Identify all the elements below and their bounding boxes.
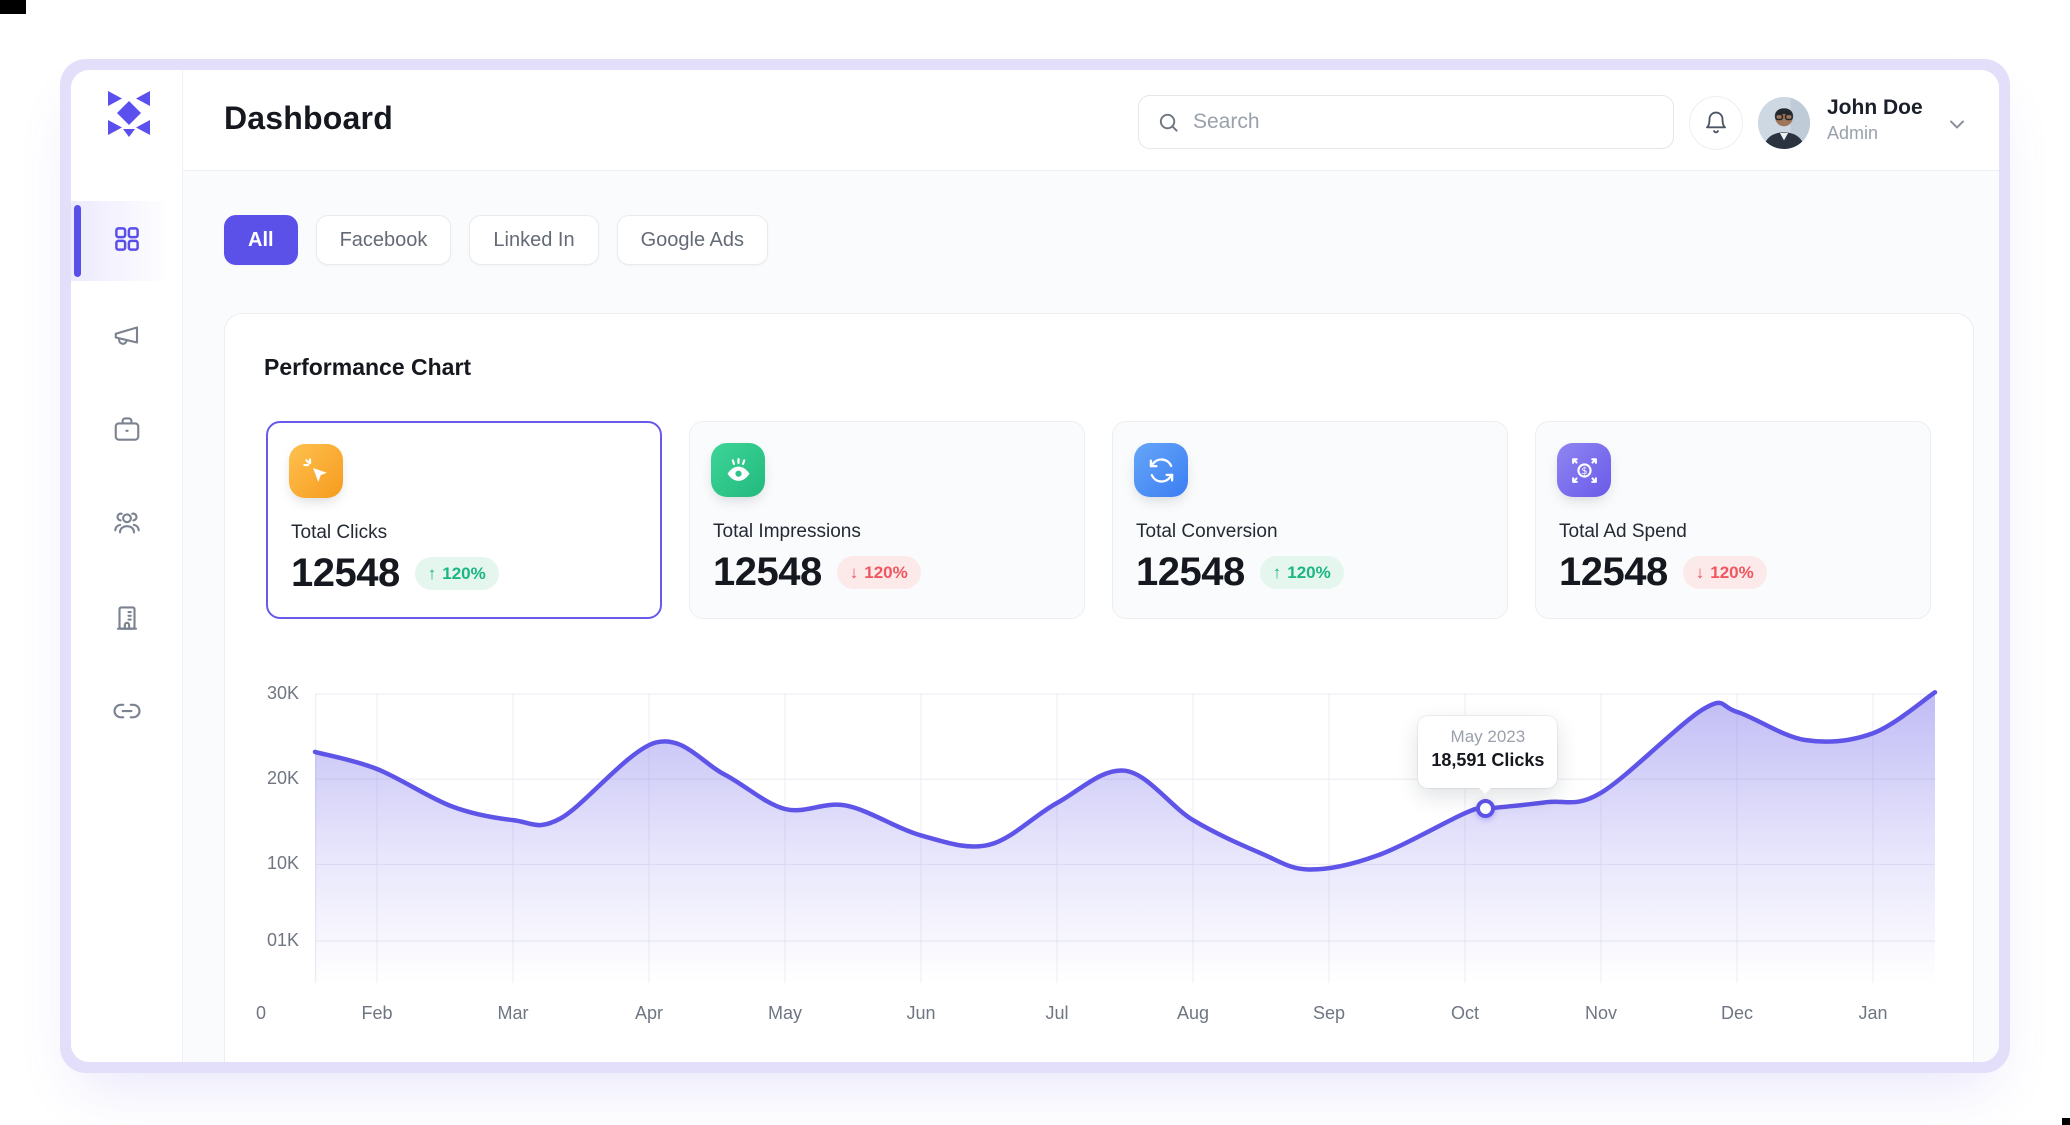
trend-badge: ↑ 120% — [414, 557, 499, 590]
x-tick-label: Sep — [1312, 1003, 1346, 1023]
user-role: Admin — [1827, 123, 1879, 143]
y-tick-label: 30K — [266, 683, 299, 703]
tooltip-number: 18,591 — [1431, 749, 1487, 770]
x-tick-label: Dec — [1720, 1003, 1754, 1023]
arrow-up-icon: ↑ — [1272, 562, 1282, 582]
sidebar — [71, 70, 183, 1062]
stat-label: Total Ad Spend — [1559, 521, 1687, 542]
arrow-down-icon: ↓ — [1695, 562, 1705, 582]
x-tick-label: Apr — [634, 1003, 664, 1023]
user-menu-button[interactable] — [1945, 112, 1969, 136]
tooltip-period: May 2023 — [1450, 726, 1526, 746]
click-cursor-icon — [289, 444, 343, 498]
dollar-expand-icon: $ — [1557, 443, 1611, 497]
active-indicator — [74, 205, 81, 277]
x-tick-label: Aug — [1176, 1003, 1210, 1023]
refresh-icon — [1134, 443, 1188, 497]
x-tick-label: Nov — [1584, 1003, 1618, 1023]
stat-label: Total Clicks — [291, 522, 388, 543]
x-tick-label: May — [767, 1003, 803, 1023]
megaphone-icon — [112, 320, 142, 355]
trend-badge: ↓ 120% — [1682, 556, 1767, 589]
panel-title: Performance Chart — [264, 354, 472, 380]
y-tick-label: 20K — [266, 768, 299, 789]
x-tick-label: Jun — [906, 1003, 936, 1023]
avatar[interactable] — [1758, 97, 1810, 149]
search-input[interactable] — [1193, 110, 1655, 134]
users-icon — [112, 508, 142, 543]
app-card: Dashboard — [71, 70, 1999, 1062]
filter-tabs: All Facebook Linked In Google Ads — [224, 215, 768, 265]
search-box[interactable] — [1138, 95, 1674, 149]
app-frame: Dashboard — [60, 59, 2010, 1073]
chart-marker-point[interactable] — [1475, 799, 1495, 819]
sidebar-item-company[interactable] — [71, 580, 183, 660]
building-icon — [112, 603, 142, 638]
performance-panel: Performance Chart Total Clicks 12548 ↑ 12… — [224, 313, 1974, 1062]
tooltip-value: 18,591 Clicks — [1418, 750, 1557, 771]
y-tick-label: 10K — [266, 853, 299, 874]
grid-icon — [112, 224, 142, 259]
trend-percent: 120% — [442, 563, 486, 583]
chevron-down-icon — [1950, 120, 1964, 129]
trend-percent: 120% — [864, 562, 908, 582]
stat-card-total-conversion[interactable]: Total Conversion 12548 ↑ 120% — [1112, 421, 1508, 619]
trend-badge: ↑ 120% — [1259, 556, 1344, 589]
stats-row: Total Clicks 12548 ↑ 120% Total Impressio… — [266, 421, 1931, 619]
stat-label: Total Conversion — [1136, 521, 1278, 542]
corner-mark-top-left — [0, 0, 26, 14]
stat-value: 12548 — [1559, 550, 1668, 594]
x-tick-label: 0 — [255, 1003, 267, 1023]
page-title: Dashboard — [224, 100, 393, 136]
stat-label: Total Impressions — [713, 521, 861, 542]
sidebar-item-links[interactable] — [71, 673, 183, 753]
arrow-up-icon: ↑ — [427, 563, 437, 583]
sidebar-item-campaigns[interactable] — [71, 297, 183, 377]
x-tick-label: Oct — [1450, 1003, 1480, 1023]
tab-google-ads[interactable]: Google Ads — [616, 215, 768, 265]
stat-card-total-ad-spend[interactable]: $ Total Ad Spend 12548 ↓ 120% — [1535, 421, 1931, 619]
bell-icon — [1706, 111, 1726, 134]
avatar-image — [1758, 97, 1810, 149]
app-logo-icon[interactable] — [103, 91, 155, 137]
tab-all[interactable]: All — [224, 215, 298, 265]
sidebar-item-portfolio[interactable] — [71, 391, 183, 471]
tab-linkedin[interactable]: Linked In — [469, 215, 599, 265]
notifications-button[interactable] — [1689, 96, 1743, 150]
stat-value: 12548 — [1136, 550, 1245, 594]
sidebar-item-dashboard[interactable] — [71, 201, 183, 281]
svg-text:$: $ — [1581, 465, 1587, 476]
x-tick-label: Feb — [361, 1003, 393, 1023]
arrow-down-icon: ↓ — [849, 562, 859, 582]
stat-value: 12548 — [713, 550, 822, 594]
x-tick-label: Jan — [1858, 1003, 1888, 1023]
x-tick-label: Mar — [497, 1003, 529, 1023]
stat-card-total-impressions[interactable]: Total Impressions 12548 ↓ 120% — [689, 421, 1085, 619]
link-icon — [112, 696, 142, 731]
user-name: John Doe — [1827, 96, 1923, 119]
briefcase-icon — [112, 414, 142, 449]
x-tick-label: Jul — [1045, 1003, 1069, 1023]
sidebar-item-audience[interactable] — [71, 485, 183, 565]
stat-value: 12548 — [291, 551, 400, 595]
tooltip-unit: Clicks — [1491, 749, 1545, 770]
content: All Facebook Linked In Google Ads Perfor… — [183, 171, 1999, 1062]
trend-percent: 120% — [1710, 562, 1754, 582]
eye-icon — [711, 443, 765, 497]
y-tick-label: 01K — [266, 929, 299, 950]
chart-tooltip: May 2023 18,591 Clicks — [1418, 715, 1558, 794]
stat-card-total-clicks[interactable]: Total Clicks 12548 ↑ 120% — [266, 421, 662, 619]
header: Dashboard — [183, 70, 1999, 171]
trend-percent: 120% — [1287, 562, 1331, 582]
corner-mark-bottom-right — [2062, 1118, 2070, 1125]
search-icon — [1159, 113, 1178, 132]
performance-area-chart[interactable]: May 2023 18,591 Clicks — [312, 690, 1938, 983]
trend-badge: ↓ 120% — [836, 556, 921, 589]
tab-facebook[interactable]: Facebook — [315, 215, 452, 265]
